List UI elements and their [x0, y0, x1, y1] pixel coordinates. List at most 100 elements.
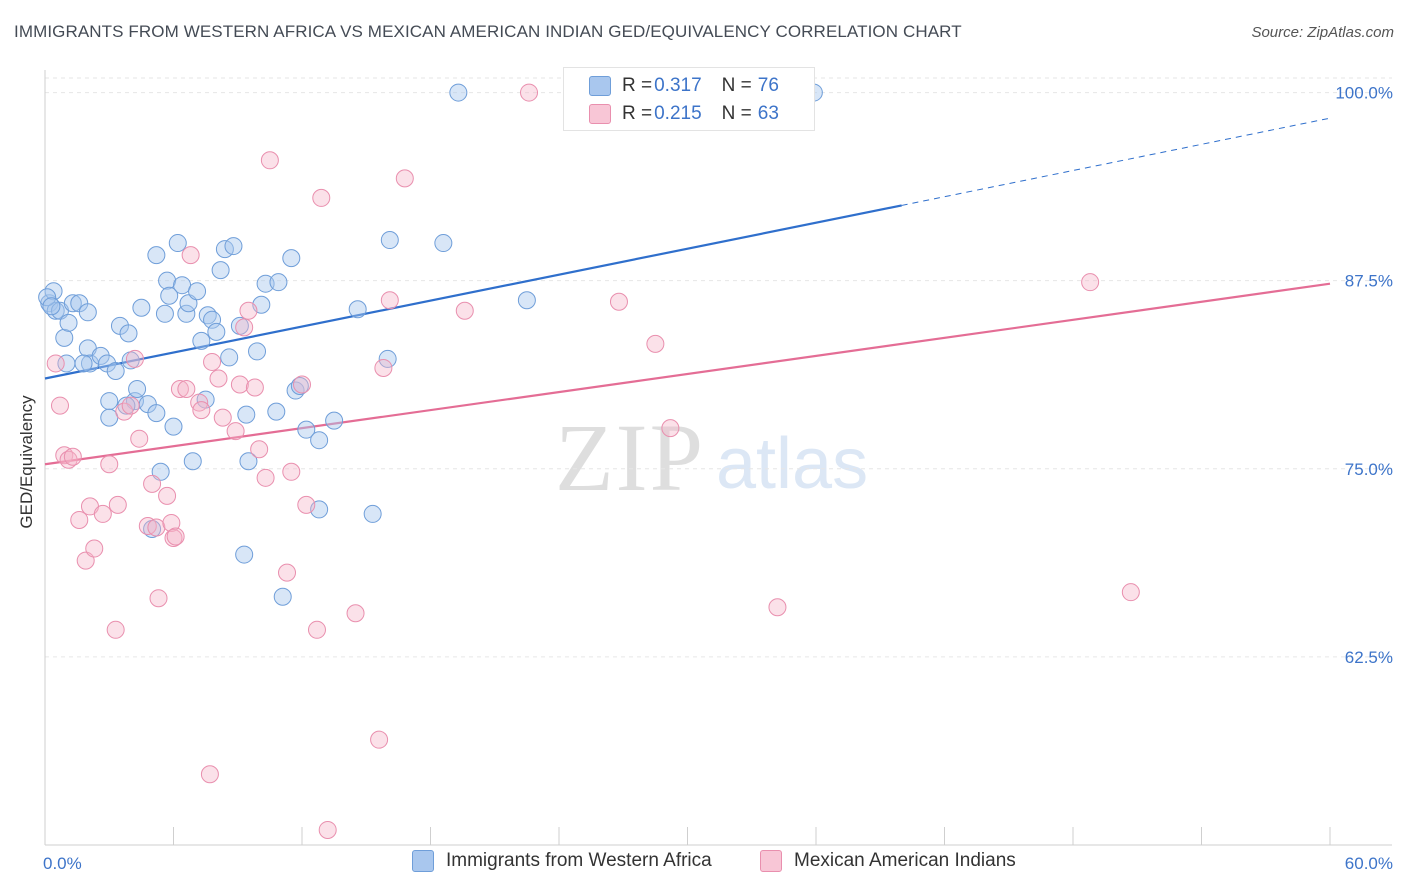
y-tick-label: 75.0% [1345, 460, 1393, 479]
point-western-africa [237, 405, 256, 424]
point-mexican-american-indians [166, 527, 185, 546]
point-mexican-american-indians [93, 504, 112, 523]
point-western-africa [449, 83, 468, 102]
point-mexican-american-indians [256, 468, 275, 487]
point-mexican-american-indians [380, 291, 399, 310]
point-mexican-american-indians [149, 589, 168, 608]
x-tick-label-max: 60.0% [1345, 854, 1393, 873]
point-western-africa [164, 417, 183, 436]
point-mexican-american-indians [226, 422, 245, 441]
point-mexican-american-indians [143, 474, 162, 493]
point-western-africa [132, 298, 151, 317]
point-mexican-american-indians [170, 380, 189, 399]
point-mexican-american-indians [374, 358, 393, 377]
point-western-africa [378, 349, 397, 368]
point-western-africa [128, 380, 147, 399]
point-western-africa [147, 246, 166, 265]
watermark-zip: ZIP [555, 404, 705, 511]
point-western-africa [78, 303, 97, 322]
point-western-africa [363, 504, 382, 523]
y-tick-label: 87.5% [1345, 272, 1393, 291]
point-western-africa [267, 402, 286, 421]
point-western-africa [239, 452, 258, 471]
point-western-africa [100, 408, 119, 427]
point-western-africa [38, 288, 57, 307]
r-value: 0.317 [654, 75, 702, 96]
r-label: R = [622, 103, 653, 124]
legend-row-pink: R = 0.215 N = 63 [589, 102, 779, 126]
point-mexican-american-indians [395, 169, 414, 188]
point-mexican-american-indians [70, 510, 89, 529]
pink-swatch [760, 850, 782, 872]
point-mexican-american-indians [293, 375, 311, 394]
point-mexican-american-indians [85, 539, 104, 558]
r-value: 0.215 [654, 103, 702, 124]
point-western-africa [173, 276, 192, 295]
point-western-africa [273, 587, 292, 606]
point-mexican-american-indians [312, 188, 331, 207]
point-mexican-american-indians [192, 401, 211, 420]
point-western-africa [188, 282, 207, 301]
source-label: Source: ZipAtlas.com [1251, 24, 1394, 41]
blue-swatch [589, 76, 611, 96]
point-mexican-american-indians [63, 447, 82, 466]
point-mexican-american-indians [213, 408, 232, 427]
point-western-africa [106, 361, 125, 380]
point-western-africa [348, 300, 367, 319]
point-mexican-american-indians [346, 604, 365, 623]
point-mexican-american-indians [307, 620, 326, 639]
point-mexican-american-indians [250, 440, 269, 459]
point-mexican-american-indians [46, 354, 65, 373]
legend-item-mexican-american-indians[interactable]: Mexican American Indians [760, 850, 1016, 872]
point-mexican-american-indians [609, 292, 628, 311]
point-mexican-american-indians [203, 352, 222, 371]
point-western-africa [63, 294, 82, 313]
point-western-africa [434, 234, 453, 253]
point-western-africa [517, 291, 536, 310]
point-mexican-american-indians [661, 419, 680, 438]
point-western-africa [42, 297, 61, 316]
correlation-legend: R = 0.317 N = 76 R = 0.215 N = 63 [563, 67, 815, 131]
point-mexican-american-indians [768, 598, 787, 617]
point-western-africa [256, 274, 275, 293]
point-western-africa [380, 231, 399, 250]
point-mexican-american-indians [100, 455, 119, 474]
legend-label: Immigrants from Western Africa [446, 850, 712, 871]
point-western-africa [203, 310, 222, 329]
n-label: N = [721, 75, 752, 96]
point-mexican-american-indians [177, 380, 196, 399]
pink-swatch [589, 104, 611, 124]
point-western-africa [211, 261, 230, 280]
point-western-africa [310, 431, 329, 450]
point-western-africa [224, 237, 243, 256]
point-western-africa [158, 271, 177, 290]
point-mexican-american-indians [318, 820, 337, 839]
point-mexican-american-indians [1121, 583, 1140, 602]
point-western-africa [91, 346, 110, 365]
point-mexican-american-indians [245, 378, 264, 397]
legend-item-western-africa[interactable]: Immigrants from Western Africa [412, 850, 712, 872]
point-western-africa [119, 324, 138, 343]
point-mexican-american-indians [200, 765, 219, 784]
point-western-africa [160, 286, 179, 305]
point-mexican-american-indians [190, 393, 209, 412]
point-western-africa [297, 420, 316, 439]
point-mexican-american-indians [125, 349, 144, 368]
point-mexican-american-indians [130, 429, 149, 448]
point-western-africa [168, 234, 187, 253]
point-western-africa [235, 545, 254, 564]
n-value: 63 [757, 103, 779, 124]
point-western-africa [155, 304, 174, 323]
point-western-africa [248, 342, 267, 361]
point-mexican-american-indians [181, 246, 200, 265]
point-western-africa [55, 328, 74, 347]
trend-line-mexican-american-indians [44, 282, 1331, 466]
point-mexican-american-indians [520, 83, 539, 102]
y-axis-label: GED/Equivalency [17, 395, 36, 529]
point-mexican-american-indians [230, 375, 249, 394]
y-tick-label: 100.0% [1335, 84, 1393, 103]
trend-line-western-africa [44, 204, 902, 380]
point-mexican-american-indians [121, 396, 140, 415]
r-label: R = [622, 75, 653, 96]
